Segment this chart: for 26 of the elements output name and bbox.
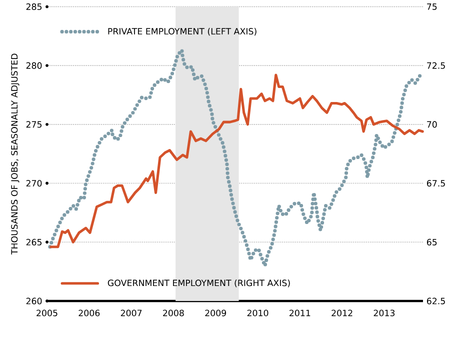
- y2-tick-label: 72.5: [427, 62, 445, 69]
- legend-label: PRIVATE EMPLOYMENT (LEFT AXIS): [108, 28, 256, 36]
- line-series: [50, 74, 424, 248]
- x-tick-label: 2008: [163, 310, 184, 316]
- y-tick-label: 265: [26, 238, 42, 246]
- y-tick-label: 280: [26, 62, 42, 69]
- y2-tick-label: 67.5: [426, 180, 445, 187]
- y-tick-label: 275: [26, 121, 42, 128]
- x-tick-label: 2010: [247, 310, 268, 316]
- legend-label: GOVERNMENT EMPLOYMENT (RIGHT AXIS): [108, 279, 290, 288]
- x-tick-label: 2011: [290, 310, 310, 316]
- y2-tick-label: 62.5: [426, 298, 445, 304]
- x-tick-label: 2005: [36, 310, 58, 316]
- y2-tick-label: 65: [426, 238, 437, 246]
- y-axis-title: THOUSANDS OF JOBS, SEASONALLY ADJUSTED: [11, 54, 20, 255]
- y-tick-label: 285: [26, 3, 42, 10]
- x-tick-label: 2006: [78, 310, 100, 316]
- x-tick-label: 2007: [120, 310, 142, 316]
- x-tick-label: 2012: [332, 310, 352, 316]
- line-series: [48, 48, 424, 268]
- y2-tick-label: 70: [427, 121, 437, 128]
- y-tick-label: 270: [26, 180, 42, 187]
- y-tick-label: 260: [26, 298, 42, 304]
- y2-tick-label: 75: [427, 3, 437, 10]
- x-tick-label: 2009: [205, 310, 226, 316]
- x-tick-label: 2013: [374, 310, 395, 316]
